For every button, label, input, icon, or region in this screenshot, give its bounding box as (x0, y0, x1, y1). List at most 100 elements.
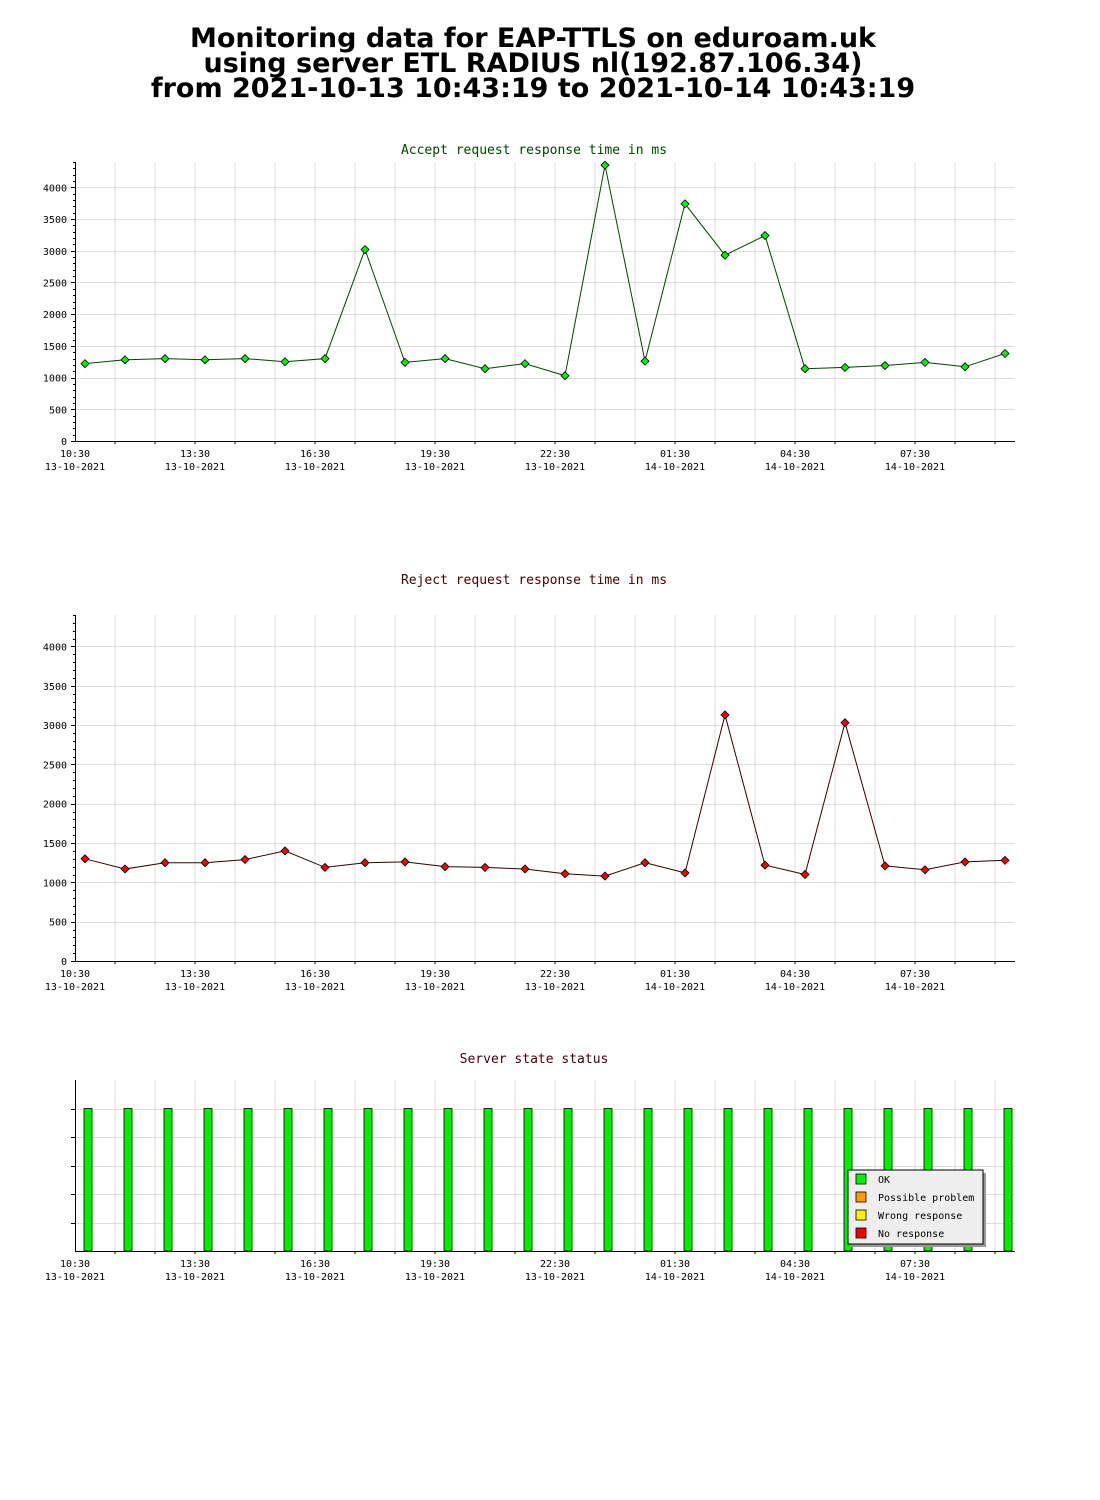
y-tick-label: 0 (61, 957, 67, 968)
x-tick-time: 22:30 (540, 1259, 570, 1270)
data-point (800, 364, 810, 374)
y-tick-label: 0 (61, 437, 67, 448)
status-bar (163, 1108, 173, 1252)
data-point (200, 858, 210, 868)
data-point (720, 710, 730, 720)
x-tick-date: 13-10-2021 (525, 1272, 585, 1283)
y-tick-label: 2000 (43, 800, 67, 811)
y-tick-label: 3000 (43, 721, 67, 732)
data-point (880, 360, 890, 371)
chart-title: Reject request response time in ms (401, 573, 667, 588)
y-tick-label: 500 (49, 918, 67, 929)
x-tick-date: 13-10-2021 (405, 1272, 465, 1283)
status-bar (403, 1108, 413, 1252)
legend-swatch (855, 1227, 867, 1239)
x-tick-time: 01:30 (660, 1259, 690, 1270)
data-point (760, 230, 770, 241)
x-tick-time: 07:30 (900, 449, 930, 460)
legend-label: OK (878, 1175, 890, 1186)
x-tick-time: 19:30 (420, 969, 450, 980)
data-point (320, 862, 330, 872)
status-bar (523, 1108, 533, 1252)
x-tick-time: 04:30 (780, 969, 810, 980)
data-point (240, 854, 250, 865)
x-tick-time: 07:30 (900, 969, 930, 980)
x-tick-date: 13-10-2021 (165, 1272, 225, 1283)
data-point (840, 718, 850, 728)
data-point (440, 354, 450, 364)
x-tick-date: 13-10-2021 (285, 462, 345, 473)
status-bar (763, 1108, 773, 1252)
data-point (160, 858, 170, 868)
status-bar (723, 1108, 733, 1252)
report-title-line-1: Monitoring data for EAP-TTLS on eduroam.… (189, 23, 877, 54)
data-point (480, 364, 490, 374)
reject-chart: Reject request response time in ms 0 500 10… (43, 573, 1015, 993)
x-tick-time: 10:30 (60, 449, 90, 460)
data-point (760, 860, 770, 870)
report-title-line-3: from 2021-10-13 10:43:19 to 2021-10-14 1… (150, 73, 916, 104)
x-tick-time: 01:30 (660, 449, 690, 460)
status-bar (323, 1108, 333, 1252)
x-tick-time: 16:30 (300, 1259, 330, 1270)
x-tick-date: 14-10-2021 (645, 462, 705, 473)
legend-swatch (855, 1173, 867, 1185)
legend-swatch (855, 1191, 867, 1203)
data-point (640, 356, 650, 366)
x-tick-time: 16:30 (300, 969, 330, 980)
data-point (360, 244, 370, 255)
data-point (240, 354, 250, 364)
x-tick-time: 16:30 (300, 449, 330, 460)
y-tick-label: 3500 (43, 682, 67, 693)
status-bar (483, 1108, 493, 1252)
data-point (920, 357, 930, 367)
x-tick-date: 14-10-2021 (765, 982, 825, 993)
data-point (160, 354, 170, 364)
x-tick-date: 13-10-2021 (405, 462, 465, 473)
status-bar (443, 1108, 453, 1252)
y-tick-label: 3000 (43, 247, 67, 258)
x-tick-time: 22:30 (540, 969, 570, 980)
series-line (84, 712, 1006, 877)
data-point (840, 362, 850, 373)
x-tick-time: 07:30 (900, 1259, 930, 1270)
data-point (80, 854, 90, 864)
status-bar (1003, 1108, 1013, 1252)
accept-chart: Accept request response time in ms 0 500 10… (43, 143, 1015, 473)
x-tick-date: 13-10-2021 (45, 462, 105, 473)
x-tick-time: 22:30 (540, 449, 570, 460)
legend-swatch (855, 1209, 867, 1221)
data-point (1000, 348, 1010, 359)
x-tick-date: 14-10-2021 (765, 1272, 825, 1283)
y-tick-label: 4000 (43, 642, 67, 653)
status-bar (123, 1108, 133, 1252)
data-point (480, 862, 490, 872)
status-chart: Server state status 10:30 13-10-2021 13:30 1… (45, 1052, 1015, 1283)
data-point (680, 868, 690, 878)
legend-box (847, 1169, 984, 1245)
status-bar (203, 1108, 213, 1252)
y-tick-label: 2000 (43, 310, 67, 321)
x-tick-time: 19:30 (420, 1259, 450, 1270)
y-tick-label: 1500 (43, 342, 67, 353)
status-bar (803, 1108, 813, 1252)
status-bar (283, 1108, 293, 1252)
x-tick-date: 13-10-2021 (165, 462, 225, 473)
x-tick-date: 13-10-2021 (525, 982, 585, 993)
x-tick-time: 13:30 (180, 449, 210, 460)
x-tick-time: 19:30 (420, 449, 450, 460)
status-bar (83, 1108, 93, 1252)
x-tick-time: 13:30 (180, 969, 210, 980)
y-tick-label: 1500 (43, 839, 67, 850)
data-point (800, 869, 810, 880)
y-tick-label: 500 (49, 405, 67, 416)
status-bar (643, 1108, 653, 1252)
x-tick-date: 13-10-2021 (45, 982, 105, 993)
x-tick-time: 10:30 (60, 969, 90, 980)
data-point (320, 354, 330, 364)
x-tick-date: 13-10-2021 (285, 1272, 345, 1283)
x-tick-time: 01:30 (660, 969, 690, 980)
x-tick-time: 04:30 (780, 449, 810, 460)
data-point (200, 355, 210, 365)
